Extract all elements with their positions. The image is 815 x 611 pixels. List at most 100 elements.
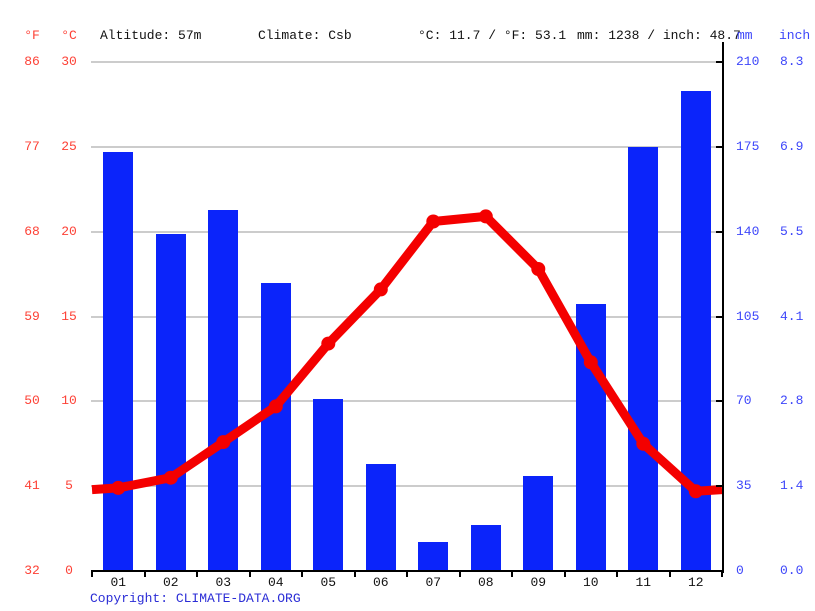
gridline-175mm — [91, 145, 722, 148]
temperature-point-11 — [636, 436, 651, 451]
inch-tick-1.4: 1.4 — [780, 478, 804, 494]
inch-tick-8.3: 8.3 — [780, 54, 804, 69]
month-label-11: 11 — [635, 575, 652, 590]
mm-tick-140: 140 — [736, 223, 760, 239]
inch-tick-4.1: 4.1 — [780, 308, 804, 324]
celsius-tick-25: 25 — [61, 138, 77, 154]
right-axis-tick-175mm — [716, 145, 722, 148]
celsius-tick-15: 15 — [61, 308, 77, 324]
mm-tick-70: 70 — [736, 393, 752, 409]
month-boundary-tick-6 — [406, 572, 408, 577]
precip-bar-08 — [470, 524, 501, 571]
mm-tick-210: 210 — [736, 54, 760, 69]
month-label-10: 10 — [582, 575, 599, 590]
month-boundary-tick-10 — [616, 572, 618, 577]
temperature-point-10 — [583, 355, 598, 370]
altitude-label: Altitude: 57m — [100, 28, 202, 43]
mm-tick-105: 105 — [736, 308, 760, 324]
copyright: Copyright: CLIMATE-DATA.ORG — [90, 591, 301, 607]
mm-tick-35: 35 — [736, 478, 752, 494]
precip-bar-09 — [523, 476, 554, 571]
inch-unit-label: inch — [779, 28, 811, 43]
temperature-point-09 — [531, 262, 546, 276]
mm-tick-175: 175 — [736, 138, 760, 154]
gridline-70mm — [91, 400, 722, 403]
month-boundary-tick-12 — [721, 572, 723, 577]
fahrenheit-tick-59: 59 — [24, 308, 40, 324]
month-label-03: 03 — [215, 575, 232, 590]
month-boundary-tick-0 — [91, 572, 93, 577]
month-label-04: 04 — [267, 575, 284, 590]
temperature-point-02 — [163, 470, 178, 485]
annual-temperature-summary: °C: 11.7 / °F: 53.1 — [418, 28, 567, 43]
temperature-point-04 — [268, 399, 283, 414]
temperature-point-03 — [216, 435, 231, 450]
month-label-05: 05 — [320, 575, 337, 590]
right-axis-tick-35mm — [716, 485, 722, 488]
precip-bar-05 — [313, 398, 344, 571]
temperature-point-06 — [373, 282, 388, 297]
fahrenheit-tick-32: 32 — [24, 563, 40, 578]
celsius-tick-20: 20 — [61, 223, 77, 239]
precip-bar-07 — [418, 541, 449, 571]
month-label-07: 07 — [425, 575, 442, 590]
inch-tick-2.8: 2.8 — [780, 393, 804, 409]
inch-tick-0.0: 0.0 — [780, 563, 804, 578]
precip-bar-06 — [365, 464, 396, 571]
month-label-01: 01 — [110, 575, 127, 590]
annual-precipitation-summary: mm: 1238 / inch: 48.7 — [577, 28, 741, 43]
precip-bar-01 — [103, 151, 134, 571]
temperature-point-08 — [478, 209, 493, 224]
month-label-06: 06 — [372, 575, 389, 590]
month-label-02: 02 — [162, 575, 179, 590]
fahrenheit-tick-41: 41 — [24, 478, 40, 494]
right-axis-tick-70mm — [716, 400, 722, 403]
precip-bar-11 — [628, 146, 659, 571]
fahrenheit-tick-68: 68 — [24, 223, 40, 239]
month-label-09: 09 — [530, 575, 547, 590]
right-axis-tick-105mm — [716, 315, 722, 318]
gridline-210mm — [91, 61, 722, 63]
right-axis-tick-210mm — [716, 61, 722, 63]
gridline-35mm — [91, 485, 722, 488]
month-label-08: 08 — [477, 575, 494, 590]
gridline-105mm — [91, 315, 722, 318]
temperature-point-01 — [111, 480, 126, 495]
month-boundary-tick-9 — [563, 572, 566, 577]
copyright-prefix: Copyright: — [90, 591, 176, 606]
fahrenheit-tick-77: 77 — [24, 138, 40, 154]
month-boundary-tick-1 — [143, 572, 146, 577]
month-boundary-tick-7 — [458, 572, 461, 577]
month-boundary-tick-3 — [248, 572, 251, 577]
month-label-12: 12 — [687, 575, 704, 590]
month-boundary-tick-4 — [301, 572, 303, 577]
celsius-unit-label: °C — [61, 28, 77, 43]
inch-tick-5.5: 5.5 — [780, 223, 804, 239]
climate-classification-label: Climate: Csb — [258, 28, 352, 43]
temperature-point-12 — [688, 484, 703, 499]
celsius-tick-0: 0 — [65, 563, 73, 578]
celsius-tick-30: 30 — [61, 54, 77, 69]
right-axis-line — [722, 42, 724, 573]
mm-unit-label: mm — [737, 28, 753, 43]
mm-tick-0: 0 — [736, 563, 744, 578]
precip-bar-02 — [155, 234, 186, 571]
temperature-line — [91, 211, 723, 496]
bottom-axis-line — [91, 570, 724, 572]
month-boundary-tick-8 — [511, 572, 513, 577]
inch-tick-6.9: 6.9 — [780, 138, 804, 154]
fahrenheit-unit-label: °F — [24, 28, 40, 43]
temperature-point-07 — [426, 214, 441, 229]
right-axis-tick-140mm — [716, 230, 722, 233]
month-boundary-tick-5 — [353, 572, 356, 577]
fahrenheit-tick-50: 50 — [24, 393, 40, 409]
celsius-tick-5: 5 — [65, 478, 73, 494]
precip-bar-03 — [208, 209, 239, 571]
precip-bar-04 — [260, 282, 291, 571]
celsius-tick-10: 10 — [61, 393, 77, 409]
temperature-point-05 — [321, 336, 336, 351]
month-boundary-tick-11 — [668, 572, 671, 577]
copyright-link[interactable]: CLIMATE-DATA.ORG — [175, 591, 301, 606]
fahrenheit-tick-86: 86 — [24, 54, 40, 69]
